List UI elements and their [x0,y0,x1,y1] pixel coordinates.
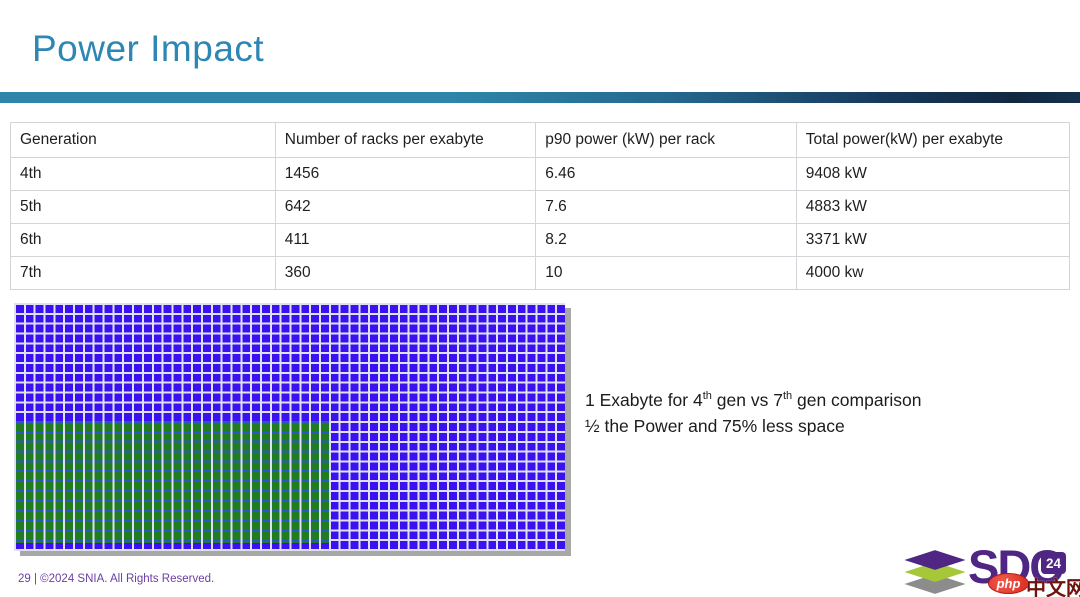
page-title: Power Impact [32,28,265,69]
table-cell: 7.6 [535,190,797,224]
table-cell: 6.46 [535,157,797,191]
column-header-p90-power: p90 power (kW) per rack [535,122,797,158]
table-cell: 4883 kW [795,190,1071,224]
table-cell: 360 [274,256,537,290]
sdc-24-badge: 24 [1041,552,1066,574]
table-cell: 1456 [274,157,537,191]
php-badge: php [988,573,1029,594]
table-cell: 8.2 [535,223,797,257]
table-cell: 6th [10,223,276,257]
column-header-generation: Generation [10,122,276,158]
watermark-cn-text: 中文网 [1026,578,1080,597]
comparison-line1-sup1: th [702,390,712,402]
table-row: 5th 642 7.6 4883 kW [10,190,1071,224]
green-footprint-overlay [14,421,329,543]
column-header-racks: Number of racks per exabyte [274,122,537,158]
comparison-line1-sup2: th [782,390,793,402]
comparison-text: 1 Exabyte for 4th gen vs 7th gen compari… [585,383,922,439]
comparison-line1-post: gen comparison [792,389,922,410]
comparison-line1-pre: 1 Exabyte for 4 [585,389,703,410]
table-cell: 411 [274,223,537,257]
comparison-line1: 1 Exabyte for 4th gen vs 7th gen compari… [585,383,922,413]
comparison-line2: ½ the Power and 75% less space [585,415,845,436]
table-cell: 10 [535,256,797,290]
table-cell: 4th [10,157,276,191]
power-table: Generation Number of racks per exabyte p… [10,122,1071,290]
table-row: 6th 411 8.2 3371 kW [10,223,1071,257]
table-cell: 642 [274,190,537,224]
table-row: 7th 360 10 4000 kw [10,256,1071,290]
table-cell: 7th [10,256,276,290]
table-cell: 9408 kW [795,157,1071,191]
table-cell: 4000 kw [795,256,1071,290]
title-accent-bar [0,92,1080,103]
sdc-layers-icon [904,550,966,594]
comparison-line1-mid: gen vs 7 [711,389,783,410]
sdc-logo: SDC 24 [900,540,1080,597]
php-cn-watermark: php 中文网 [988,570,1080,597]
table-row: 4th 1456 6.46 9408 kW [10,157,1071,191]
footer-text: 29 | ©2024 SNIA. All Rights Reserved. [18,573,215,585]
table-header-row: Generation Number of racks per exabyte p… [10,122,1071,158]
rack-waffle-grid [14,303,565,551]
table-cell: 5th [10,190,276,224]
table-cell: 3371 kW [795,223,1071,257]
column-header-total-power: Total power(kW) per exabyte [795,122,1071,158]
